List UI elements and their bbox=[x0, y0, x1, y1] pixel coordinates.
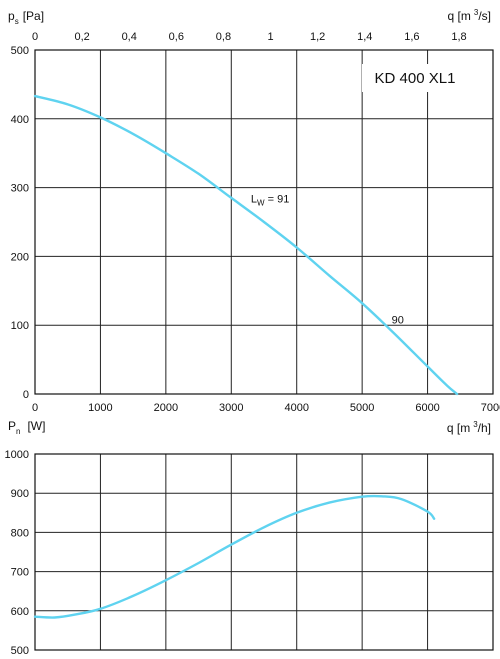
flow-top-axis-title-sup: 3 bbox=[474, 8, 479, 17]
flow-bottom-axis-title-sup: 3 bbox=[473, 420, 478, 429]
power-axis-title-sub: n bbox=[16, 427, 20, 436]
pressure-axis-title-sub: s bbox=[15, 17, 19, 26]
model-label: KD 400 XL1 bbox=[375, 70, 456, 87]
flow-xtick-label-3: 3000 bbox=[219, 402, 243, 414]
pressure-ytick-label-2: 200 bbox=[11, 251, 29, 263]
flow-top-tick-label-2: 0,4 bbox=[122, 31, 137, 43]
pressure-annotation-0: LW = 91 bbox=[251, 194, 289, 208]
pressure-ytick-label-1: 100 bbox=[11, 320, 29, 332]
pressure-annotation-sub-0: W bbox=[257, 199, 265, 208]
flow-top-tick-label-6: 1,2 bbox=[310, 31, 325, 43]
flow-xtick-label-2: 2000 bbox=[154, 402, 178, 414]
flow-top-tick-label-0: 0 bbox=[32, 31, 38, 43]
flow-xtick-label-5: 5000 bbox=[350, 402, 374, 414]
flow-top-tick-label-9: 1,8 bbox=[451, 31, 466, 43]
model-label-box: KD 400 XL1 bbox=[362, 64, 468, 92]
pressure-plot-frame bbox=[34, 49, 494, 395]
flow-bottom-axis-unit: /h] bbox=[478, 421, 491, 435]
pressure-ytick-label-3: 300 bbox=[11, 183, 29, 195]
flow-top-tick-label-5: 1 bbox=[267, 31, 273, 43]
pressure-axis-unit: [Pa] bbox=[23, 9, 44, 23]
power-axis-unit: [W] bbox=[27, 419, 45, 433]
pressure-ytick-label-5: 500 bbox=[11, 45, 29, 57]
power-ytick-label-4: 900 bbox=[11, 488, 29, 500]
flow-bottom-axis-title: q [m 3/h] bbox=[447, 420, 491, 435]
pressure-annotation-tail-0: = 91 bbox=[265, 194, 290, 206]
power-curve bbox=[33, 494, 436, 619]
power-ytick-label-3: 800 bbox=[11, 527, 29, 539]
flow-top-tick-label-7: 1,4 bbox=[357, 31, 372, 43]
flow-top-axis-unit: /s] bbox=[478, 9, 491, 23]
power-plot-frame bbox=[34, 453, 494, 651]
power-ytick-label-1: 600 bbox=[11, 606, 29, 618]
power-ytick-label-0: 500 bbox=[11, 645, 29, 657]
power-grid bbox=[35, 454, 493, 650]
model-label-background bbox=[362, 64, 468, 92]
pressure-annotation-1: 90 bbox=[392, 315, 404, 327]
flow-top-tick-label-4: 0,8 bbox=[216, 31, 231, 43]
pressure-ytick-label-4: 400 bbox=[11, 114, 29, 126]
pressure-axis-title: ps [Pa] bbox=[8, 9, 44, 26]
flow-top-axis-title: q [m 3/s] bbox=[448, 8, 491, 23]
flow-xtick-label-1: 1000 bbox=[88, 402, 112, 414]
flow-top-tick-label-3: 0,6 bbox=[169, 31, 184, 43]
flow-xtick-label-6: 6000 bbox=[415, 402, 439, 414]
power-ytick-label-5: 1000 bbox=[5, 449, 29, 461]
power-axis-title: Pn [W] bbox=[8, 419, 45, 436]
flow-xtick-label-4: 4000 bbox=[284, 402, 308, 414]
pressure-annotations: LW = 91 90 bbox=[251, 194, 404, 327]
pressure-grid bbox=[35, 50, 493, 394]
pressure-curve bbox=[33, 94, 459, 396]
flow-top-tick-label-8: 1,6 bbox=[404, 31, 419, 43]
pressure-ytick-label-0: 0 bbox=[23, 389, 29, 401]
flow-xtick-label-0: 0 bbox=[32, 402, 38, 414]
power-ytick-label-2: 700 bbox=[11, 567, 29, 579]
flow-top-tick-label-1: 0,2 bbox=[74, 31, 89, 43]
